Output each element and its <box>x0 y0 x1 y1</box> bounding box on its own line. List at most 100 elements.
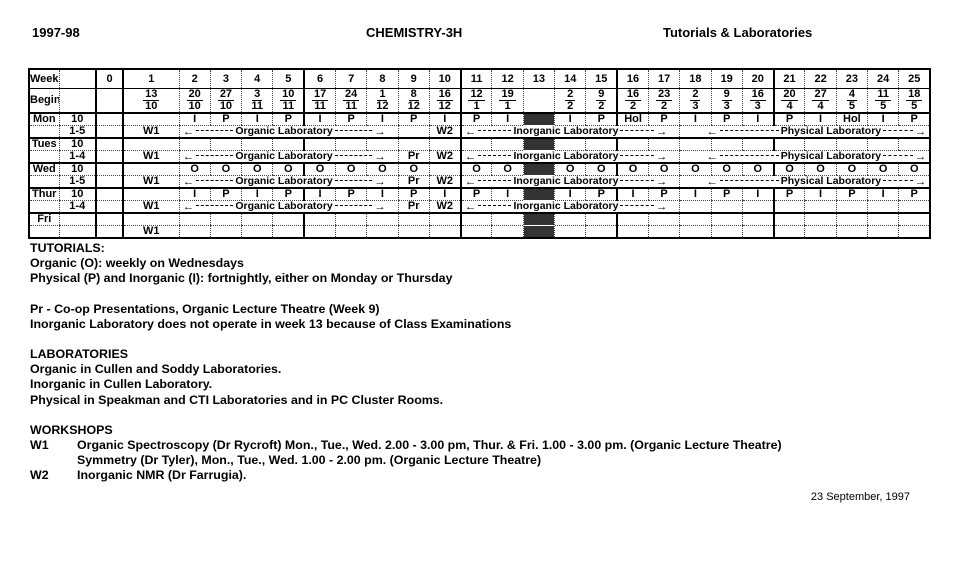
begins-month: 5 <box>880 100 887 112</box>
note-line: Inorganic in Cullen Laboratory. <box>30 377 213 392</box>
time-label: 1-5 <box>58 175 96 189</box>
tutorial-cell: O <box>616 163 649 176</box>
week-cell: 3 <box>209 69 242 89</box>
workshop-w1-cell: W1 <box>123 200 179 214</box>
tutorial-cell: O <box>710 163 743 176</box>
week0-cell <box>95 125 124 139</box>
workshop-w2-cell: W2 <box>428 175 461 189</box>
begins-day: 27 <box>217 88 235 101</box>
week-cell: 16 <box>616 69 649 89</box>
note-line: Inorganic Laboratory does not operate in… <box>30 316 512 331</box>
timetable-cell <box>241 213 273 226</box>
arrow-line <box>478 155 512 156</box>
tutorial-cell: I <box>303 113 336 126</box>
tutorial-cell: I <box>178 113 211 126</box>
workshop-w2-cell: W2 <box>428 150 461 164</box>
document-date: 23 September, 1997 <box>810 491 910 503</box>
time-col-cell <box>58 88 96 114</box>
timetable-cell <box>178 225 211 239</box>
note-line: Organic in Cullen and Soddy Laboratories… <box>30 362 282 377</box>
day-label-wed: Wed <box>29 163 59 176</box>
tutorial-cell: O <box>585 163 618 176</box>
timetable-cell <box>835 213 868 226</box>
timetable-cell <box>804 225 837 239</box>
tutorial-cell: O <box>867 163 899 176</box>
week0-cell <box>95 200 124 214</box>
timetable-cell <box>178 138 211 151</box>
timetable-cell <box>209 138 242 151</box>
arrow-right-icon: → <box>655 150 668 163</box>
timetable-cell <box>272 213 305 226</box>
timetable-cell <box>334 225 367 239</box>
week-cell: 8 <box>366 69 399 89</box>
arrow-left-icon: ← <box>706 175 718 188</box>
tutorial-cell: P <box>710 188 743 201</box>
tutorial-cell: P <box>334 188 367 201</box>
begins-day: 24 <box>343 88 360 101</box>
timetable-cell <box>710 200 743 214</box>
week-cell: 15 <box>585 69 618 89</box>
arrow-line <box>196 205 234 206</box>
tutorial-cell: P <box>459 113 492 126</box>
begins-day: 9 <box>721 88 732 101</box>
spacer <box>30 287 960 302</box>
timetable-cell <box>647 225 680 239</box>
begins-month: 1 <box>504 100 511 112</box>
begins-month: 5 <box>911 100 918 112</box>
begins-month: 2 <box>567 100 574 112</box>
tutorial-cell: I <box>804 113 837 126</box>
tutorial-cell: O <box>303 163 336 176</box>
tutorial-cell: O <box>554 163 586 176</box>
arrow-left-icon: ← <box>182 200 195 213</box>
begins-month: 10 <box>188 100 201 112</box>
begins-month: 3 <box>754 100 761 112</box>
tutorial-cell: O <box>178 163 211 176</box>
w1-description-2: Symmetry (Dr Tyler), Mon., Tue., Wed. 1.… <box>77 453 542 468</box>
begins-day: 8 <box>408 88 419 101</box>
arrow-left-icon: ← <box>182 125 195 138</box>
timetable-cell <box>303 225 336 239</box>
arrow-left-icon: ← <box>706 150 718 163</box>
timetable-cell <box>428 138 461 151</box>
day-label-empty <box>29 175 59 189</box>
organic-laboratory-arrow: ← Organic Laboratory → <box>180 151 398 162</box>
timetable-cell <box>898 200 931 214</box>
week-cell: 0 <box>95 69 124 89</box>
workshop-w1-cell: W1 <box>123 125 179 139</box>
timetable-cell <box>272 225 305 239</box>
timetable-cell <box>898 138 931 151</box>
timetable-cell <box>554 225 586 239</box>
timetable-cell <box>772 225 805 239</box>
timetable-cell <box>241 225 273 239</box>
physical-lab-span: ← Physical Laboratory → <box>679 150 931 164</box>
tutorial-cell: I <box>241 113 273 126</box>
organic-lab-span: ← Organic Laboratory → <box>178 200 399 214</box>
arrow-left-icon: ← <box>706 125 718 138</box>
organic-laboratory-label: Organic Laboratory <box>235 200 333 212</box>
timetable-cell <box>585 138 618 151</box>
timetable-cell <box>123 213 179 226</box>
tutorial-cell: O <box>741 163 774 176</box>
workshop-w2-cell: W2 <box>428 200 461 214</box>
timetable-cell <box>898 225 931 239</box>
note-line: Physical (P) and Inorganic (I): fortnigh… <box>30 271 453 286</box>
begins-date: 8 12 <box>397 88 430 114</box>
arrow-line <box>334 180 373 181</box>
begins-month: 2 <box>629 100 637 112</box>
timetable-cell <box>616 213 649 226</box>
arrow-right-icon: → <box>655 200 668 213</box>
thur-lab-row: 1-4 W1 ← Organic Laboratory → Pr W2 ← Inorg… <box>29 200 931 214</box>
timetable-cell <box>397 225 430 239</box>
arrow-line <box>478 205 512 206</box>
timetable-cell <box>867 225 899 239</box>
tutorial-cell <box>123 188 179 201</box>
arrow-right-icon: → <box>655 175 668 188</box>
tutorial-cell: O <box>209 163 242 176</box>
tutorial-cell: I <box>428 113 461 126</box>
time-label: 10 <box>58 163 96 176</box>
tutorial-cell: I <box>554 188 586 201</box>
arrow-right-icon: → <box>374 150 386 163</box>
timetable-cell <box>334 138 367 151</box>
